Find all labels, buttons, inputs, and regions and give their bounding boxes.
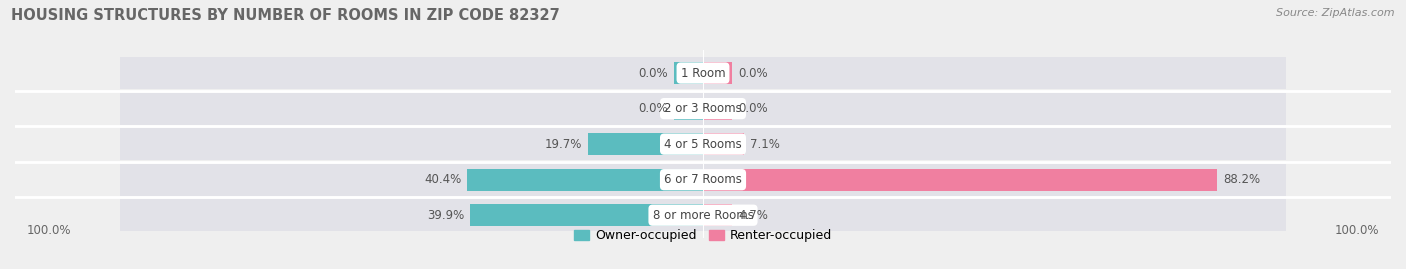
Text: 2 or 3 Rooms: 2 or 3 Rooms [664, 102, 742, 115]
Text: 6 or 7 Rooms: 6 or 7 Rooms [664, 173, 742, 186]
Text: HOUSING STRUCTURES BY NUMBER OF ROOMS IN ZIP CODE 82327: HOUSING STRUCTURES BY NUMBER OF ROOMS IN… [11, 8, 560, 23]
Bar [703, 133, 744, 155]
Text: 0.0%: 0.0% [738, 66, 768, 80]
Bar [120, 93, 703, 125]
Bar [120, 199, 703, 231]
Bar [703, 98, 733, 120]
Bar [703, 164, 1286, 196]
Bar [120, 164, 703, 196]
Bar [703, 128, 1286, 160]
Text: 7.1%: 7.1% [751, 138, 780, 151]
Bar [703, 204, 733, 226]
Text: 0.0%: 0.0% [738, 102, 768, 115]
Text: Source: ZipAtlas.com: Source: ZipAtlas.com [1277, 8, 1395, 18]
Bar [471, 204, 703, 226]
Text: 100.0%: 100.0% [1334, 224, 1379, 237]
Bar [120, 57, 703, 89]
Text: 88.2%: 88.2% [1223, 173, 1260, 186]
Bar [467, 169, 703, 191]
Bar [703, 62, 733, 84]
Text: 0.0%: 0.0% [638, 66, 668, 80]
Bar [703, 199, 1286, 231]
Text: 4 or 5 Rooms: 4 or 5 Rooms [664, 138, 742, 151]
Text: 40.4%: 40.4% [425, 173, 461, 186]
Bar [673, 62, 703, 84]
Bar [673, 98, 703, 120]
Text: 1 Room: 1 Room [681, 66, 725, 80]
Text: 8 or more Rooms: 8 or more Rooms [652, 209, 754, 222]
Legend: Owner-occupied, Renter-occupied: Owner-occupied, Renter-occupied [568, 224, 838, 247]
Text: 39.9%: 39.9% [427, 209, 464, 222]
Text: 0.0%: 0.0% [638, 102, 668, 115]
Bar [703, 93, 1286, 125]
Bar [703, 57, 1286, 89]
Text: 4.7%: 4.7% [738, 209, 768, 222]
Bar [588, 133, 703, 155]
Bar [120, 128, 703, 160]
Text: 100.0%: 100.0% [27, 224, 72, 237]
Bar [703, 169, 1218, 191]
Text: 19.7%: 19.7% [546, 138, 582, 151]
